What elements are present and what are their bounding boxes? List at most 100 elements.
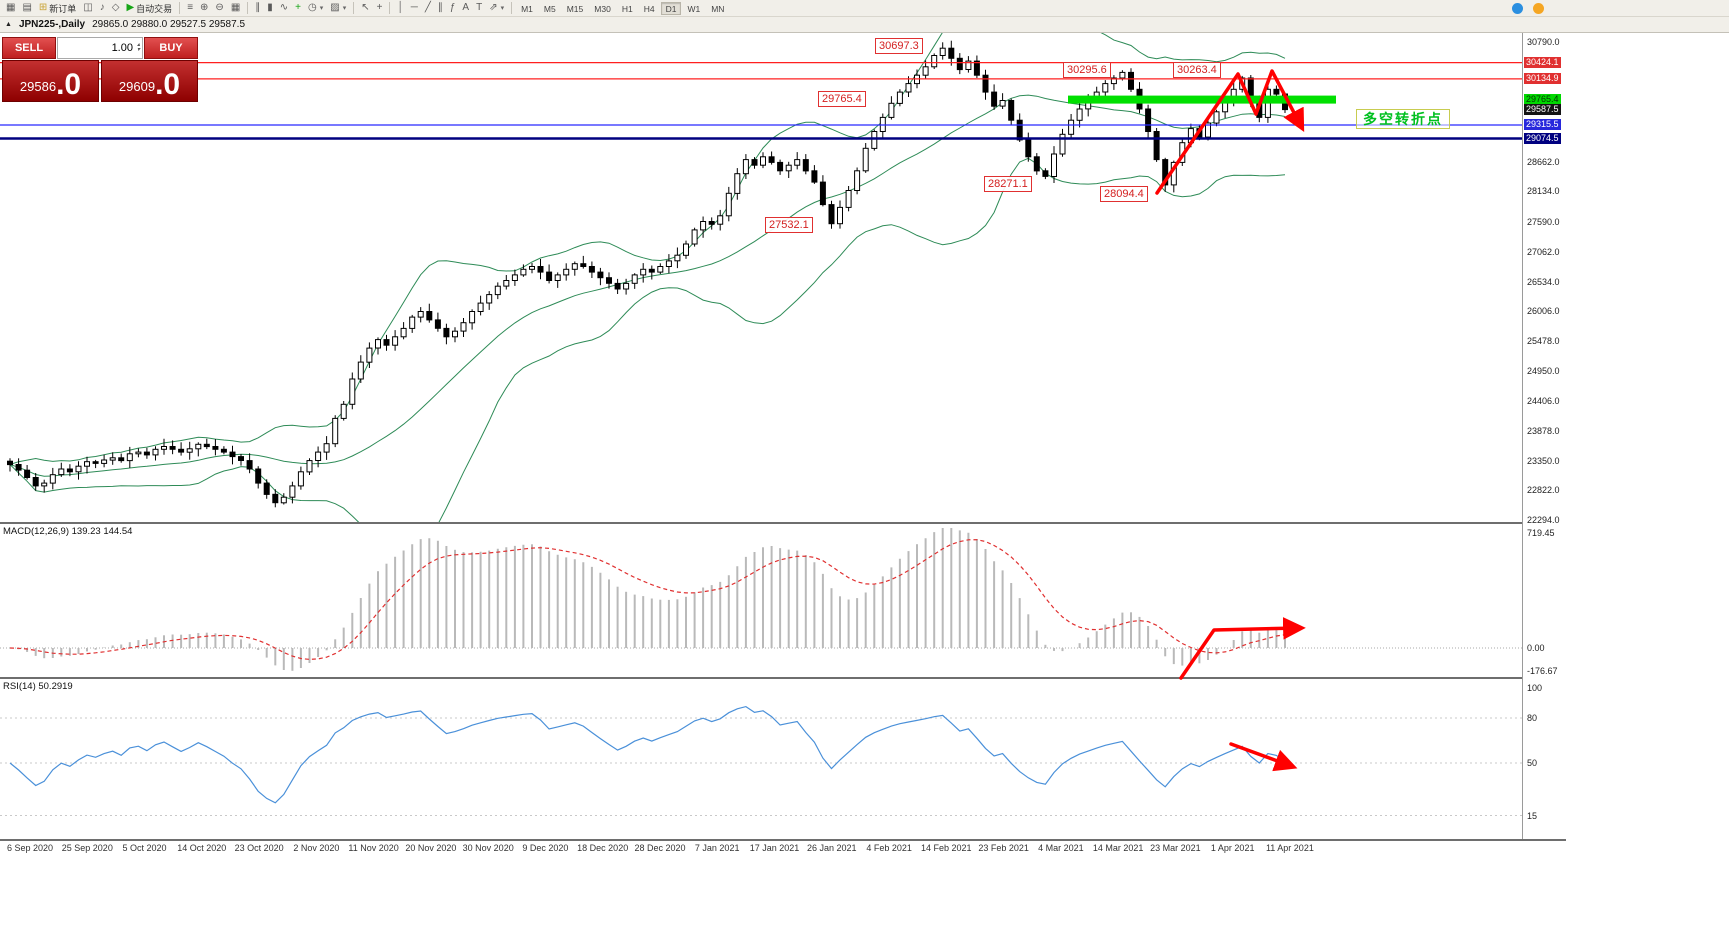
vertical-line-icon-glyph: │	[397, 2, 404, 13]
rsi-axis-tick: 100	[1527, 683, 1543, 693]
date-label: 26 Jan 2021	[807, 843, 857, 853]
arrows-icon[interactable]: ⇗ ▾	[486, 1, 507, 16]
rsi-axis-tick: 80	[1527, 713, 1538, 723]
vertical-line-icon[interactable]: │	[394, 1, 406, 16]
date-label: 11 Nov 2020	[348, 843, 399, 853]
rsi-axis-tick: 15	[1527, 810, 1538, 821]
fibonacci-icon[interactable]: ƒ	[447, 1, 459, 16]
horizontal-line-icon[interactable]: ─	[408, 1, 421, 16]
macd-label: MACD(12,26,9) 139.23 144.54	[3, 526, 133, 537]
trendline-icon[interactable]: ╱	[422, 1, 434, 16]
tick-chart-icon[interactable]: ▤	[19, 1, 34, 16]
candlestick-chart[interactable]	[0, 33, 1522, 522]
sell-button[interactable]: SELL	[2, 37, 56, 59]
fibonacci-icon-glyph: ƒ	[449, 2, 456, 13]
price-tick: 23878.0	[1527, 425, 1560, 436]
add-indicator-icon-glyph: +	[295, 2, 302, 13]
chart-profiles-icon[interactable]: ◫	[80, 1, 95, 16]
price-axis[interactable]: 30790.0 28662.0 28134.0 27590.0 27062.0 26534…	[1522, 33, 1566, 839]
price-callout: 30697.3	[875, 38, 923, 54]
date-label: 14 Feb 2021	[921, 843, 972, 853]
text-icon[interactable]: A	[459, 1, 472, 16]
timeframe-m30[interactable]: M30	[594, 3, 611, 14]
templates-icon[interactable]: ▨ ▾	[327, 1, 349, 16]
time-axis[interactable]: 6 Sep 2020 25 Sep 2020 5 Oct 2020 14 Oct 20…	[0, 841, 1566, 857]
one-click-trading-panel: SELL 1.00 ▴ ▾ BUY 29586.0 29609.0	[2, 37, 198, 102]
scripts-icon-glyph: ◇	[111, 2, 120, 13]
rsi-chart[interactable]	[0, 679, 1522, 839]
line-chart-icon[interactable]: ∿	[277, 1, 291, 16]
timeframe-d1[interactable]: D1	[660, 1, 682, 15]
cursor-icon[interactable]: ↖	[358, 1, 372, 16]
macd-chart[interactable]	[0, 524, 1522, 677]
crosshair-icon[interactable]: +	[374, 1, 386, 16]
zoom-out-icon[interactable]: ⊖	[212, 1, 226, 16]
toolbar-separator	[247, 2, 249, 14]
tile-windows-icon[interactable]: ▦	[228, 1, 243, 16]
price-callout: 27532.1	[765, 217, 813, 233]
templates-icon-dropdown-icon[interactable]: ▾	[342, 5, 347, 12]
period-icon-dropdown-icon[interactable]: ▾	[319, 5, 324, 12]
chart-symbol-period: JPN225-,Daily	[18, 19, 86, 30]
timeframe-mn[interactable]: MN	[711, 3, 725, 14]
timeframe-m5[interactable]: M5	[543, 3, 556, 14]
panel-separator[interactable]	[0, 677, 1566, 679]
arrows-icon-dropdown-icon[interactable]: ▾	[500, 5, 505, 12]
zoom-out-icon-glyph: ⊖	[215, 2, 224, 13]
status-icons	[1512, 3, 1544, 14]
timeframe-m15[interactable]: M15	[566, 3, 584, 14]
volume-input[interactable]: 1.00 ▴ ▾	[57, 37, 143, 59]
price-callout: 28094.4	[1100, 186, 1148, 202]
bar-chart-icon[interactable]: ∥	[252, 1, 263, 16]
new-order-button[interactable]: ⊞ 新订单	[36, 1, 79, 16]
buy-button[interactable]: BUY	[144, 37, 198, 59]
sell-price-main: 29586	[19, 79, 57, 94]
spinner-up-icon[interactable]: ▴	[136, 42, 140, 48]
channel-icon[interactable]: ∥	[435, 1, 446, 16]
label-icon[interactable]: T	[473, 1, 485, 16]
chart-profiles-icon-glyph: ◫	[83, 2, 93, 13]
main-chart-panel[interactable]	[0, 33, 1522, 522]
date-label: 25 Sep 2020	[61, 843, 113, 853]
date-label: 9 Dec 2020	[522, 843, 569, 853]
date-label: 14 Mar 2021	[1092, 843, 1144, 853]
rsi-panel[interactable]: RSI(14) 50.2919	[0, 679, 1522, 839]
add-indicator-icon[interactable]: +	[292, 1, 304, 16]
autotrading-button[interactable]: ▶ 自动交易	[123, 1, 175, 16]
price-tick: 23350.0	[1527, 455, 1560, 466]
panel-separator[interactable]	[0, 522, 1566, 524]
timeframe-h4[interactable]: H4	[643, 3, 655, 14]
scripts-icon[interactable]: ◇	[109, 1, 123, 16]
timeframe-h1[interactable]: H1	[621, 3, 633, 14]
period-icon-glyph: ◷	[308, 2, 317, 13]
price-tag: 29315.5	[1524, 119, 1561, 130]
spinner-down-icon[interactable]: ▾	[136, 47, 140, 53]
charts-icon[interactable]: ▦	[3, 1, 18, 16]
timeframe-w1[interactable]: W1	[687, 3, 701, 14]
period-icon[interactable]: ◷ ▾	[305, 1, 326, 16]
price-tick: 26534.0	[1527, 276, 1560, 287]
price-tick: 24950.0	[1527, 365, 1560, 376]
right-empty-area	[1567, 33, 1729, 938]
candlestick-chart-icon[interactable]: ▮	[264, 1, 276, 16]
turning-point-annotation: 多空转折点	[1356, 109, 1450, 129]
buy-price-button[interactable]: 29609.0	[101, 60, 198, 102]
sell-price-button[interactable]: 29586.0	[2, 60, 99, 102]
objects-list-icon[interactable]: ≡	[184, 1, 196, 16]
price-tag: 30424.1	[1524, 56, 1561, 68]
zoom-in-icon[interactable]: ⊕	[197, 1, 211, 16]
toolbar-separator	[353, 2, 355, 14]
toolbar-separator	[389, 2, 391, 14]
volume-spinner[interactable]: ▴ ▾	[136, 42, 140, 53]
chart-window-icon: ▲	[5, 21, 12, 28]
community-status-icon[interactable]	[1512, 3, 1523, 14]
price-tick: 22294.0	[1527, 515, 1560, 525]
macd-panel[interactable]: MACD(12,26,9) 139.23 144.54	[0, 524, 1522, 677]
timeframe-m1[interactable]: M1	[521, 3, 533, 14]
rsi-axis-tick: 50	[1527, 758, 1538, 768]
date-label: 1 Apr 2021	[1210, 843, 1255, 853]
sounds-icon[interactable]: ♪	[97, 1, 108, 16]
date-label: 30 Nov 2020	[462, 843, 514, 853]
tick-chart-icon-glyph: ▤	[22, 2, 32, 13]
notification-status-icon[interactable]	[1533, 3, 1544, 14]
